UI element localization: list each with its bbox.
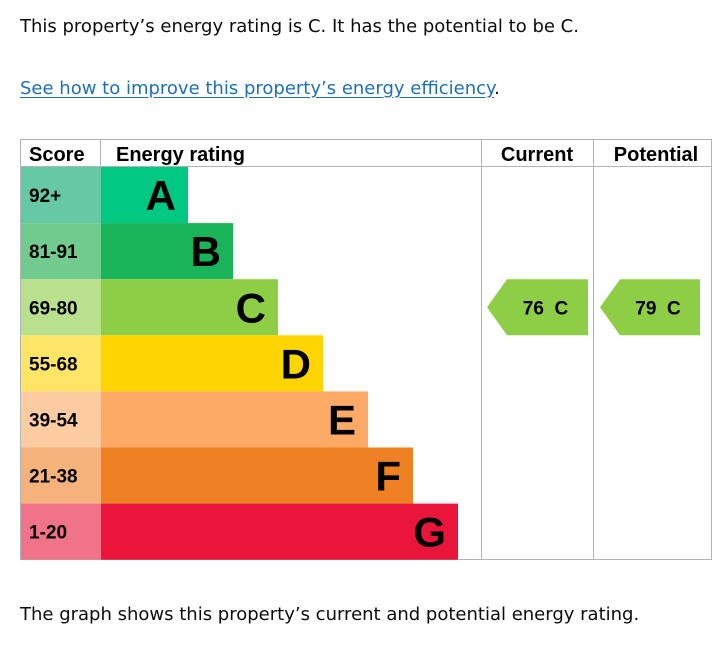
rating-summary: This property’s energy rating is C. It h…: [20, 16, 579, 37]
header-current: Current: [501, 144, 574, 166]
header-energy-rating: Energy rating: [116, 144, 245, 166]
current-rating-label: 76 C: [523, 298, 569, 319]
rating-letter: E: [328, 396, 356, 443]
score-cell-f: [21, 447, 101, 504]
rating-letter: F: [375, 453, 401, 500]
rating-bar-a: [101, 167, 188, 224]
score-label: 39-54: [29, 410, 78, 431]
score-cell-g: [21, 503, 101, 560]
link-suffix: .: [494, 78, 500, 99]
score-label: 69-80: [29, 298, 78, 319]
score-label: 1-20: [29, 523, 67, 544]
score-cell-b: [21, 223, 101, 280]
current-rating-arrow: [487, 279, 588, 336]
rating-bar-d: [101, 335, 323, 392]
rating-letter: A: [146, 172, 176, 219]
rating-letter: D: [281, 340, 311, 387]
score-cell-a: [21, 167, 101, 224]
score-label: 92+: [29, 186, 61, 207]
rating-bar-f: [101, 447, 413, 504]
score-cell-d: [21, 335, 101, 392]
potential-rating-label: 79 C: [635, 298, 681, 319]
rating-bar-b: [101, 223, 233, 280]
improve-link-line: See how to improve this property’s energ…: [20, 78, 500, 99]
score-label: 55-68: [29, 354, 78, 375]
rating-letter: B: [191, 228, 221, 275]
header-potential: Potential: [614, 144, 698, 166]
header-score: Score: [29, 144, 85, 166]
score-label: 21-38: [29, 467, 78, 488]
rating-bar-c: [101, 279, 278, 336]
rating-letter: G: [413, 509, 446, 556]
improve-efficiency-link[interactable]: See how to improve this property’s energ…: [20, 78, 495, 99]
score-cell-e: [21, 391, 101, 448]
rating-letter: C: [236, 284, 266, 331]
rating-bar-e: [101, 391, 368, 448]
score-label: 81-91: [29, 242, 78, 263]
rating-bar-g: [101, 503, 458, 560]
potential-rating-arrow: [600, 279, 700, 336]
score-cell-c: [21, 279, 101, 336]
chart-caption: The graph shows this property’s current …: [20, 604, 640, 625]
